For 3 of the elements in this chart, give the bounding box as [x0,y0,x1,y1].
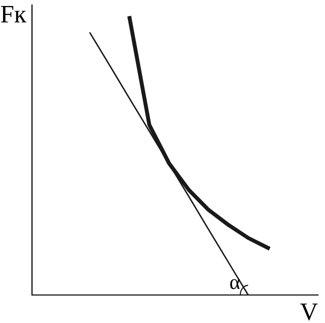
y-axis-title: Fк [0,6,26,22]
annotation: α [230,279,240,290]
x-axis-title: V [300,304,318,320]
